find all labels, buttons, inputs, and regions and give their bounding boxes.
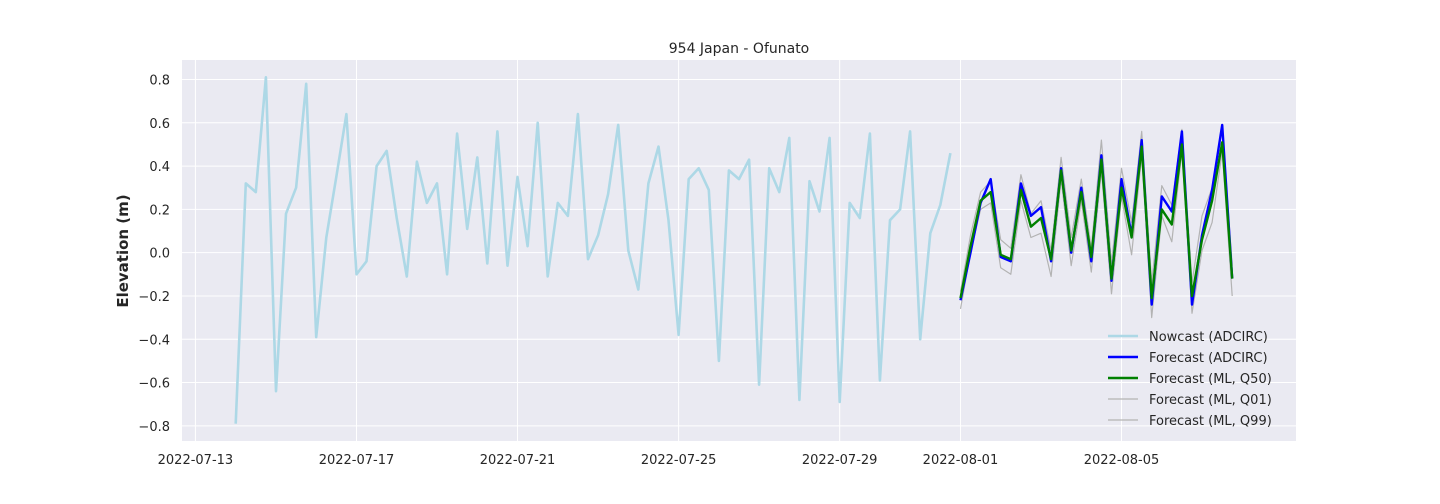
legend-label: Forecast (ML, Q50): [1149, 372, 1272, 387]
plot-area: [182, 60, 1296, 441]
x-axis-ticks: 2022-07-13 2022-07-17 2022-07-21 2022-07-25…: [158, 453, 1160, 468]
y-tick-label: 0.2: [149, 203, 170, 218]
series-layer: [234, 76, 1234, 424]
x-tick-label: 2022-07-29: [802, 453, 878, 468]
y-tick-label: −0.2: [138, 290, 170, 305]
legend: Nowcast (ADCIRC) Forecast (ADCIRC) Forecas…: [1108, 330, 1272, 429]
y-tick-label: 0.6: [149, 117, 170, 132]
legend-label: Forecast (ML, Q01): [1149, 393, 1272, 408]
y-tick-label: −0.6: [138, 377, 170, 392]
series-line-nowcast-adcirc: [234, 76, 952, 424]
y-tick-label: 0.4: [149, 160, 170, 175]
chart-title: 954 Japan - Ofunato: [669, 41, 810, 57]
x-tick-label: 2022-07-17: [319, 453, 395, 468]
legend-label: Forecast (ADCIRC): [1149, 351, 1268, 366]
series-line-forecast-ml-q50: [959, 141, 1234, 300]
x-tick-label: 2022-07-13: [158, 453, 234, 468]
x-tick-label: 2022-08-05: [1084, 453, 1160, 468]
y-tick-label: 0.8: [149, 73, 170, 88]
x-tick-label: 2022-07-21: [480, 453, 556, 468]
legend-label: Nowcast (ADCIRC): [1149, 330, 1268, 345]
y-axis-label: Elevation (m): [114, 194, 132, 307]
x-tick-label: 2022-08-01: [923, 453, 999, 468]
y-tick-label: 0.0: [149, 247, 170, 262]
legend-label: Forecast (ML, Q99): [1149, 414, 1272, 429]
y-tick-label: −0.8: [138, 420, 170, 435]
x-tick-label: 2022-07-25: [641, 453, 717, 468]
y-axis-ticks: −0.8 −0.6 −0.4 −0.2 0.0 0.2 0.4 0.6 0.8: [138, 73, 170, 434]
y-tick-label: −0.4: [138, 333, 170, 348]
